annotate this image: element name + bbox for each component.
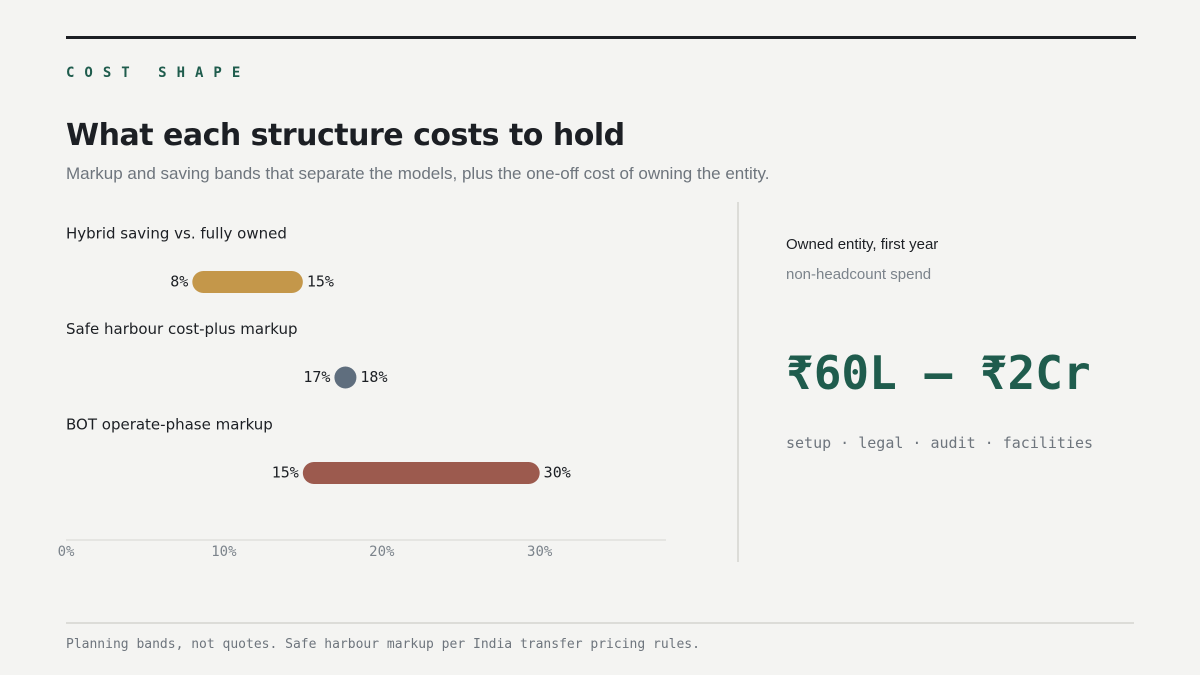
page-subtitle: Markup and saving bands that separate th… [66, 164, 770, 183]
range-bar [192, 271, 303, 293]
range-low-label: 15% [272, 464, 299, 482]
cost-components: setup · legal · audit · facilities [786, 434, 1094, 452]
x-tick-label: 0% [58, 544, 75, 560]
category-label: Safe harbour cost-plus markup [66, 320, 298, 338]
footnote: Planning bands, not quotes. Safe harbour… [66, 637, 700, 652]
range-high-label: 15% [307, 273, 334, 291]
top-rule [66, 36, 1136, 39]
category-label: Hybrid saving vs. fully owned [66, 225, 287, 243]
side-panel-title: Owned entity, first year [786, 236, 939, 253]
cost-range-value: ₹60L – ₹2Cr [786, 346, 1091, 400]
category-label: BOT operate-phase markup [66, 416, 273, 434]
footer-rule [66, 622, 1134, 624]
range-bar-chart: Hybrid saving vs. fully owned 8% 15% Safe h… [58, 225, 666, 560]
page-title: What each structure costs to hold [66, 118, 625, 153]
side-panel-subtitle: non-headcount spend [786, 266, 932, 283]
eyebrow-label: COST SHAPE [66, 65, 251, 81]
range-high-label: 18% [360, 368, 387, 386]
range-high-label: 30% [544, 464, 571, 482]
range-bar [334, 366, 357, 389]
x-tick-label: 30% [527, 544, 553, 560]
x-tick-label: 10% [211, 544, 237, 560]
range-low-label: 17% [303, 368, 330, 386]
panel-divider [737, 202, 739, 562]
x-tick-label: 20% [369, 544, 395, 560]
range-low-label: 8% [170, 273, 188, 291]
range-bar [302, 462, 540, 484]
